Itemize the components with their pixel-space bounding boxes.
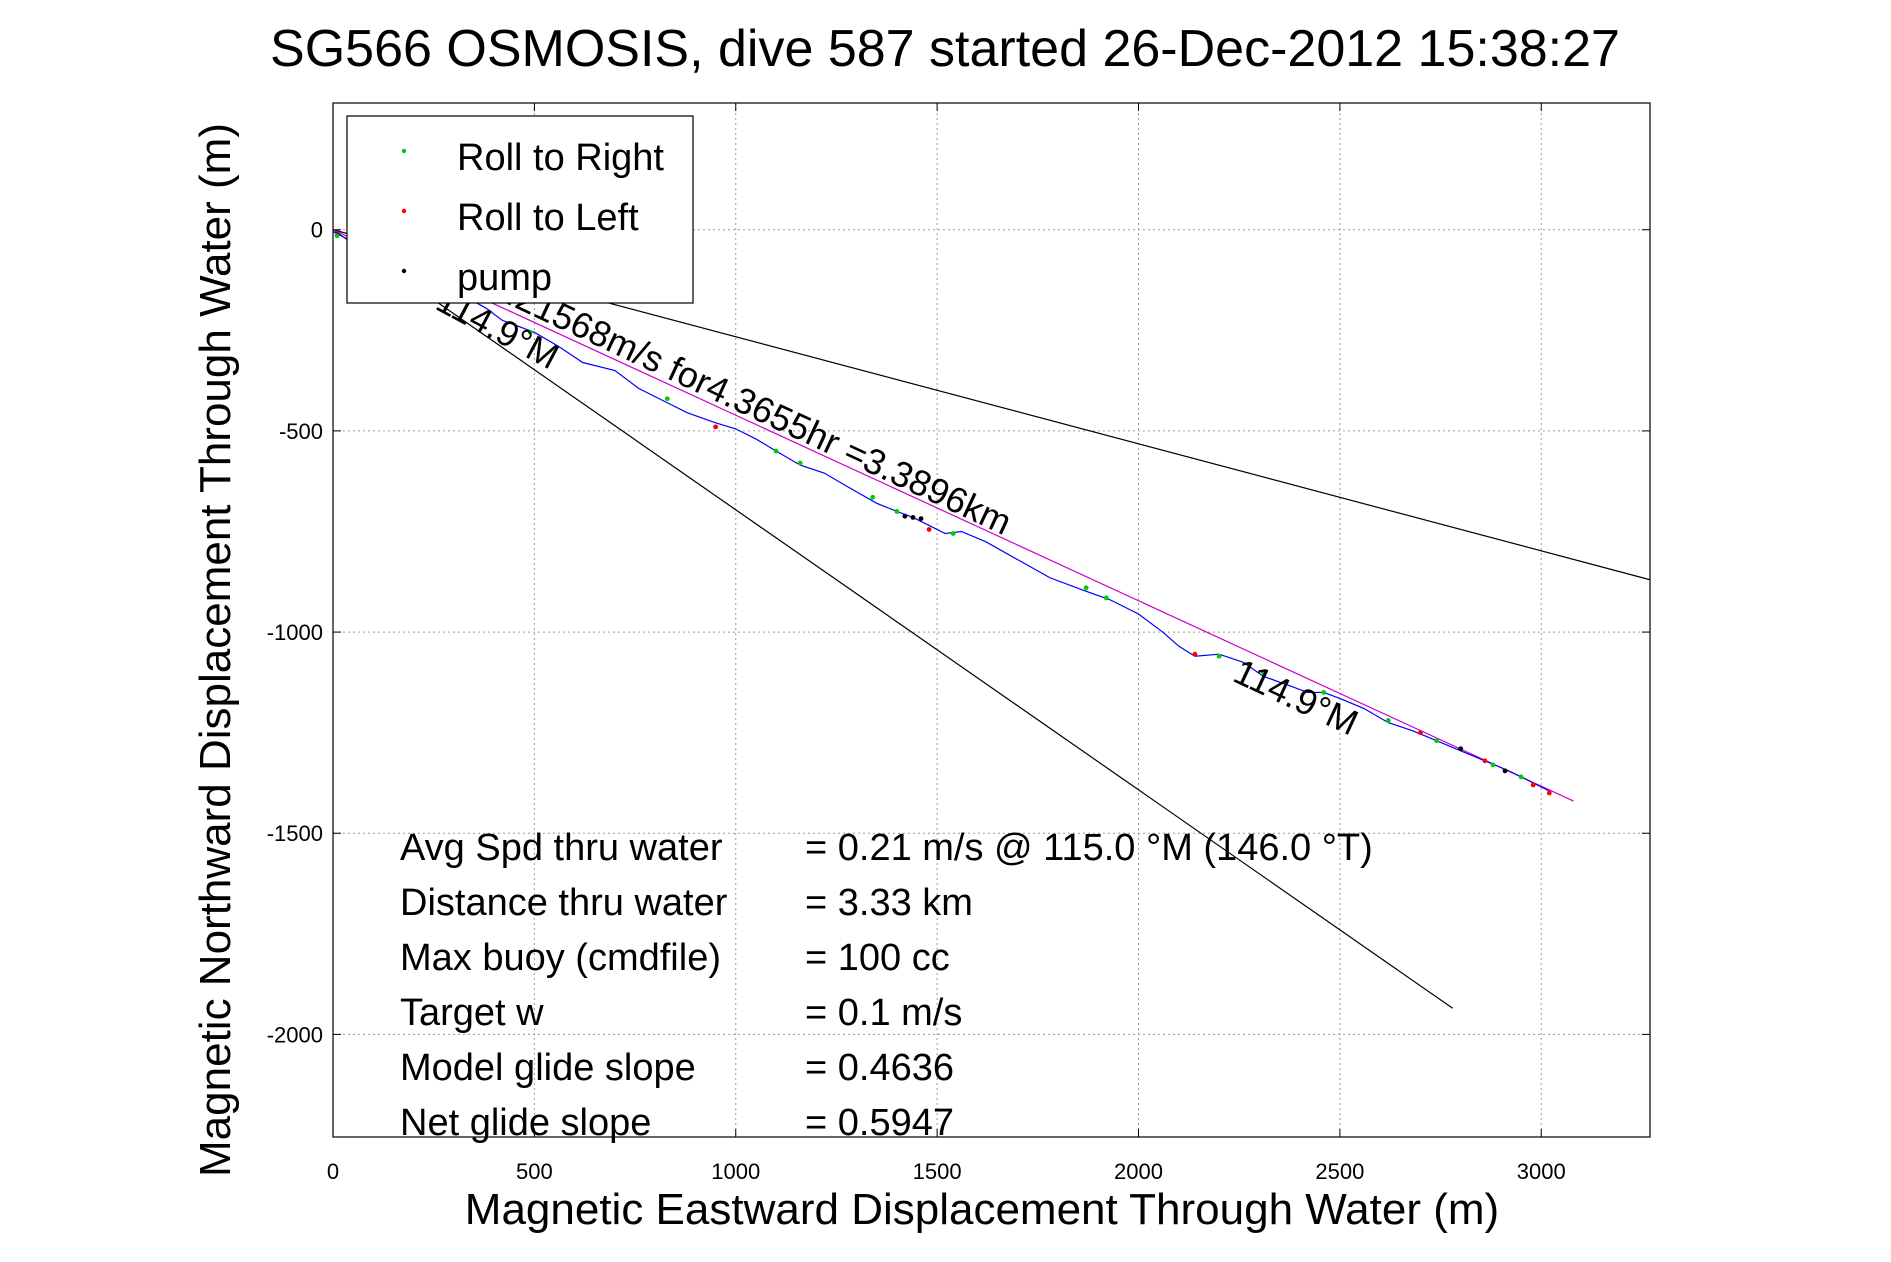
stat-label: Distance thru water: [400, 882, 728, 924]
stat-value: = 0.4636: [805, 1047, 954, 1089]
stat-label: Net glide slope: [400, 1102, 651, 1144]
roll-left-point: [1192, 651, 1198, 657]
x-tick-label: 3000: [1517, 1159, 1566, 1184]
y-tick-label: -500: [279, 419, 323, 444]
stat-label: Max buoy (cmdfile): [400, 937, 721, 979]
roll-left-point: [1482, 758, 1488, 764]
plot-frame: [332, 102, 1651, 1138]
x-tick-label: 2500: [1315, 1159, 1364, 1184]
y-tick-label: -1500: [267, 821, 323, 846]
roll-right-point: [1518, 774, 1524, 780]
legend-label: pump: [457, 257, 552, 299]
roll-right-point: [1490, 762, 1496, 768]
pump-point: [1458, 746, 1464, 752]
roll-right-point: [664, 396, 670, 402]
roll-right-point: [1321, 690, 1327, 695]
y-tick-label: 0: [311, 218, 323, 243]
roll-right-point: [1216, 653, 1222, 659]
x-tick-label: 1500: [913, 1159, 962, 1184]
axis-ticks: 0 500 1000 1500 2000 2500 3000 0 -500 -1000 -1500 -…: [267, 103, 1650, 1184]
roll-left-point: [1546, 790, 1552, 796]
roll-left-point: [1530, 782, 1536, 788]
event-markers: [334, 233, 1552, 796]
roll-right-point: [894, 508, 900, 514]
roll-right-point: [1083, 585, 1089, 591]
legend: Roll to Right Roll to Left pump: [346, 115, 694, 304]
stat-label: Model glide slope: [400, 1047, 696, 1089]
stat-value: = 3.33 km: [805, 882, 973, 924]
x-axis-label: Magnetic Eastward Displacement Through W…: [465, 1185, 1499, 1234]
x-tick-label: 1000: [711, 1159, 760, 1184]
roll-right-point: [1260, 669, 1266, 675]
x-tick-label: 0: [327, 1159, 339, 1184]
legend-label: Roll to Right: [457, 137, 664, 179]
legend-marker: [401, 208, 407, 214]
roll-right-point: [797, 460, 803, 466]
chart-title: SG566 OSMOSIS, dive 587 started 26-Dec-2…: [270, 20, 1620, 78]
stat-label: Target w: [400, 992, 544, 1034]
roll-right-point: [527, 329, 533, 335]
stat-value: = 0.1 m/s: [805, 992, 962, 1034]
pump-point: [918, 516, 924, 522]
legend-label: Roll to Left: [457, 197, 639, 239]
glider-track: [332, 231, 1550, 792]
roll-right-point: [334, 233, 340, 239]
stat-value: = 100 cc: [805, 937, 950, 979]
pump-point: [910, 515, 916, 520]
roll-left-point: [713, 424, 719, 430]
pump-point: [1502, 768, 1508, 774]
roll-left-point: [926, 527, 932, 532]
stats-block: Avg Spd thru water = 0.21 m/s @ 115.0 °M …: [400, 827, 1373, 1144]
roll-right-point: [870, 494, 876, 500]
legend-marker: [401, 148, 407, 154]
roll-right-point: [1385, 718, 1391, 723]
y-tick-label: -1000: [267, 620, 323, 645]
y-tick-label: -2000: [267, 1022, 323, 1047]
track-line: [332, 231, 1550, 792]
roll-right-point: [950, 531, 956, 536]
pump-point: [902, 513, 908, 519]
roll-left-point: [1418, 730, 1423, 736]
legend-marker: [401, 268, 407, 274]
y-axis-label: Magnetic Northward Displacement Through …: [191, 123, 240, 1177]
x-tick-label: 500: [516, 1159, 553, 1184]
stat-value: = 0.5947: [805, 1102, 954, 1144]
reference-line: [332, 229, 1574, 802]
roll-right-point: [1103, 595, 1109, 601]
roll-right-point: [773, 448, 779, 454]
roll-right-point: [1434, 738, 1439, 744]
stat-label: Avg Spd thru water: [400, 827, 723, 869]
reference-line: [332, 229, 1453, 1009]
x-tick-label: 2000: [1114, 1159, 1163, 1184]
stat-value: = 0.21 m/s @ 115.0 °M (146.0 °T): [805, 827, 1373, 869]
